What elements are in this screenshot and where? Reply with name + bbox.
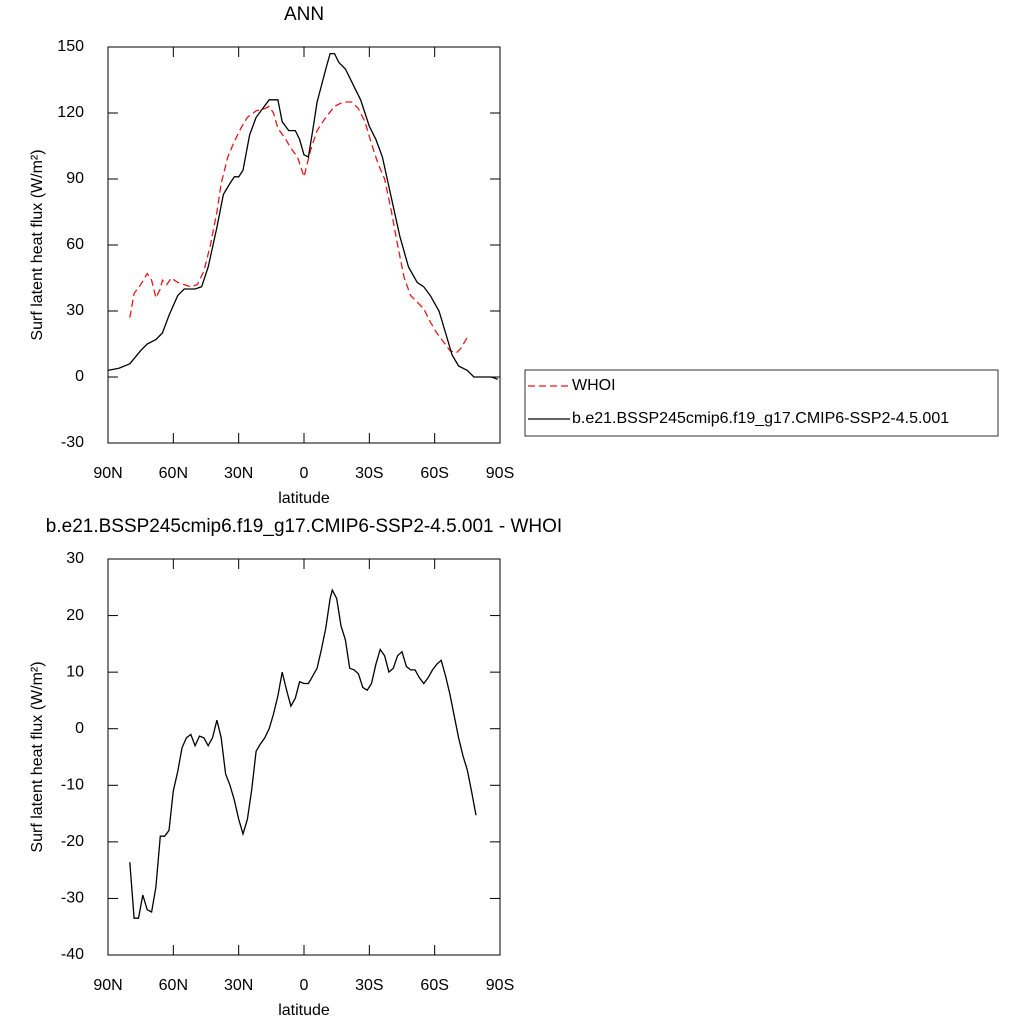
x-tick-label: 90N [93, 465, 122, 482]
x-axis-label: latitude [278, 490, 330, 507]
y-tick-label: 10 [66, 663, 84, 680]
x-tick-label: 0 [300, 977, 309, 994]
series-line [129, 588, 477, 919]
x-tick-label: 90S [486, 977, 514, 994]
legend-box [524, 369, 999, 437]
chart-title: b.e21.BSSP245cmip6.f19_g17.CMIP6-SSP2-4.… [46, 516, 562, 537]
x-tick-label: 90N [93, 977, 122, 994]
y-axis-label: Surf latent heat flux (W/m²) [29, 661, 46, 852]
legend-label: b.e21.BSSP245cmip6.f19_g17.CMIP6-SSP2-4.… [572, 410, 949, 427]
x-tick-label: 30S [355, 465, 383, 482]
y-tick-label: -30 [61, 890, 84, 907]
plot-frame [107, 46, 501, 444]
y-tick-label: 150 [57, 38, 84, 55]
x-tick-label: 60S [420, 465, 448, 482]
x-tick-label: 30N [224, 465, 253, 482]
series-line [107, 52, 499, 380]
y-tick-label: -10 [61, 777, 84, 794]
plot-frame [107, 558, 501, 956]
y-tick-label: 0 [75, 368, 84, 385]
y-tick-label: 120 [57, 104, 84, 121]
y-tick-label: -20 [61, 833, 84, 850]
y-tick-label: 0 [75, 720, 84, 737]
chart-title: ANN [284, 4, 324, 25]
series-line [129, 101, 468, 354]
y-axis-label: Surf latent heat flux (W/m²) [29, 149, 46, 340]
x-tick-label: 30N [224, 977, 253, 994]
y-tick-label: 30 [66, 302, 84, 319]
x-tick-label: 90S [486, 465, 514, 482]
x-tick-label: 60S [420, 977, 448, 994]
y-tick-label: 90 [66, 170, 84, 187]
y-tick-label: 60 [66, 236, 84, 253]
y-tick-label: 30 [66, 550, 84, 567]
x-tick-label: 60N [159, 465, 188, 482]
x-tick-label: 30S [355, 977, 383, 994]
x-axis-label: latitude [278, 1002, 330, 1019]
x-tick-label: 0 [300, 465, 309, 482]
legend-label: WHOI [572, 377, 616, 394]
y-tick-label: -40 [61, 946, 84, 963]
y-tick-label: -30 [61, 434, 84, 451]
y-tick-label: 20 [66, 607, 84, 624]
x-tick-label: 60N [159, 977, 188, 994]
